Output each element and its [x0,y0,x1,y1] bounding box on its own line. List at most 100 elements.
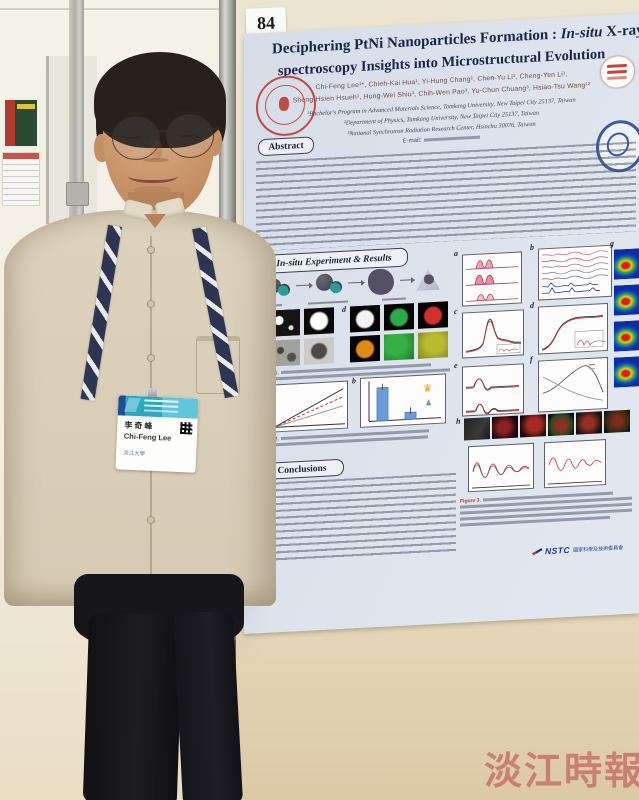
schematic-arrow [296,284,310,287]
spectra-panel-a [462,251,522,307]
conference-badge: 李奇峰 Chi-Feng Lee 淡江大學 [115,395,199,473]
badge-name-english: Chi-Feng Lee [123,431,172,443]
panel-label-f: f [530,354,533,365]
kspace-plot-1 [468,442,534,493]
figure3-label: Figure 3. [460,497,481,505]
kspace-plot-2 [544,439,606,489]
heatmap-panel [613,283,639,317]
elemental-map-yellow [418,331,448,359]
pipe-junction-box [66,182,89,206]
panel-label-b: b [530,242,534,253]
figure3-caption: Figure 3. [460,490,634,529]
badge-header-banner [117,395,199,419]
nstc-chinese-name: 國家科學及技術委員會 [573,544,624,554]
exafs-panel-e [462,363,524,417]
elemental-map-white [350,304,380,333]
board-number-text: 84 [256,12,276,33]
shirt-button [147,354,155,362]
eye-left [122,132,142,139]
chin-shadow [134,186,172,194]
tem-strip-frame [492,415,518,440]
heatmap-panel [613,355,639,389]
panel-label-a: a [454,248,458,258]
smiling-mouth [128,168,178,183]
elemental-map-red [418,301,448,329]
tem-strip-frame [576,411,602,435]
title-insitu: In-situ [560,24,603,43]
pants-leg-right [173,610,243,800]
xanes-curve [465,318,522,355]
heatmap-panel [613,247,639,281]
badge-clip [148,388,157,400]
panel-label-c: c [454,306,458,316]
research-poster: Deciphering PtNi Nanoparticles Formation… [244,13,639,634]
nose-shadow [143,158,169,162]
elemental-map-orange [350,334,380,363]
tem-strip-frame [604,409,630,434]
oscillation-curve [472,462,530,489]
email-blur [424,135,481,142]
abstract-heading-box: Abstract [258,136,314,157]
xanes-panel-c [462,309,524,359]
abstract-heading: Abstract [268,140,304,153]
schematic-caption-blur [382,297,406,301]
panel-label-d-left: d [342,304,346,314]
schematic-nanoparticle-core [278,283,290,297]
tem-strip-frame [520,414,546,438]
panel-label-g: g [610,238,614,248]
elemental-map-green [384,303,414,331]
stacked-spectra [541,250,609,294]
nose [148,140,162,160]
tem-strip-frame [464,417,490,441]
panel-label-e: e [454,360,458,370]
svg-text:♛: ♛ [423,383,432,394]
panel-label-h: h [456,416,461,426]
title-post: X-ray [606,22,639,41]
nstc-swoosh-icon [532,548,542,556]
results-heading: In-situ Experiment & Results [276,252,392,269]
news-watermark: 淡江時報 [484,751,639,793]
ceiling-shadow-line [0,8,225,10]
schematic-arrow [400,279,412,282]
shirt-button [147,516,155,524]
growth-line-chart [268,380,348,433]
growth-lines [273,387,345,428]
tem-image-light [304,337,334,365]
panel-label-b-chart: b [352,376,356,386]
conclusions-text-block [258,472,456,564]
glasses-left-lens [112,116,160,160]
nstc-logo: NSTC 國家科學及技術委員會 [532,542,623,557]
elemental-map-green-full [384,333,414,361]
xanes-panel-d [538,302,608,355]
trend-lines [542,364,604,401]
conclusions-heading: Conclusions [277,463,327,476]
bar-chart: ♛ ♟ [360,373,446,428]
bar-chart-svg: ♛ ♟ [368,381,441,422]
qr-code-icon [180,422,193,435]
nstc-name: NSTC [545,544,571,557]
trend-panel-f [538,356,608,413]
oscillation-curve [548,457,602,485]
wall-pipe [69,0,84,228]
xanes-rise-curve [541,314,607,351]
shirt-button [147,300,155,308]
wall-poster-colorful [3,98,39,148]
heatmap-panel [613,319,639,353]
tem-image [304,307,334,335]
schematic-nanoparticle-core [330,280,342,294]
badge-affiliation: 淡江大學 [122,450,146,458]
pants-leg-left [82,612,184,800]
abstract-text-block [256,141,636,252]
svg-text:♟: ♟ [425,398,432,407]
shirt-button [147,246,155,254]
tem-strip-frame [548,412,574,437]
badge-name-chinese: 李奇峰 [124,420,155,431]
xps-spectra [466,259,518,302]
spectra-panel-b [538,244,612,301]
exafs-peaks [466,378,519,415]
email-label: E-mail: [402,137,422,145]
panel-label-d: d [530,300,534,311]
glasses-bridge [158,130,168,132]
schematic-arrow [348,281,362,284]
